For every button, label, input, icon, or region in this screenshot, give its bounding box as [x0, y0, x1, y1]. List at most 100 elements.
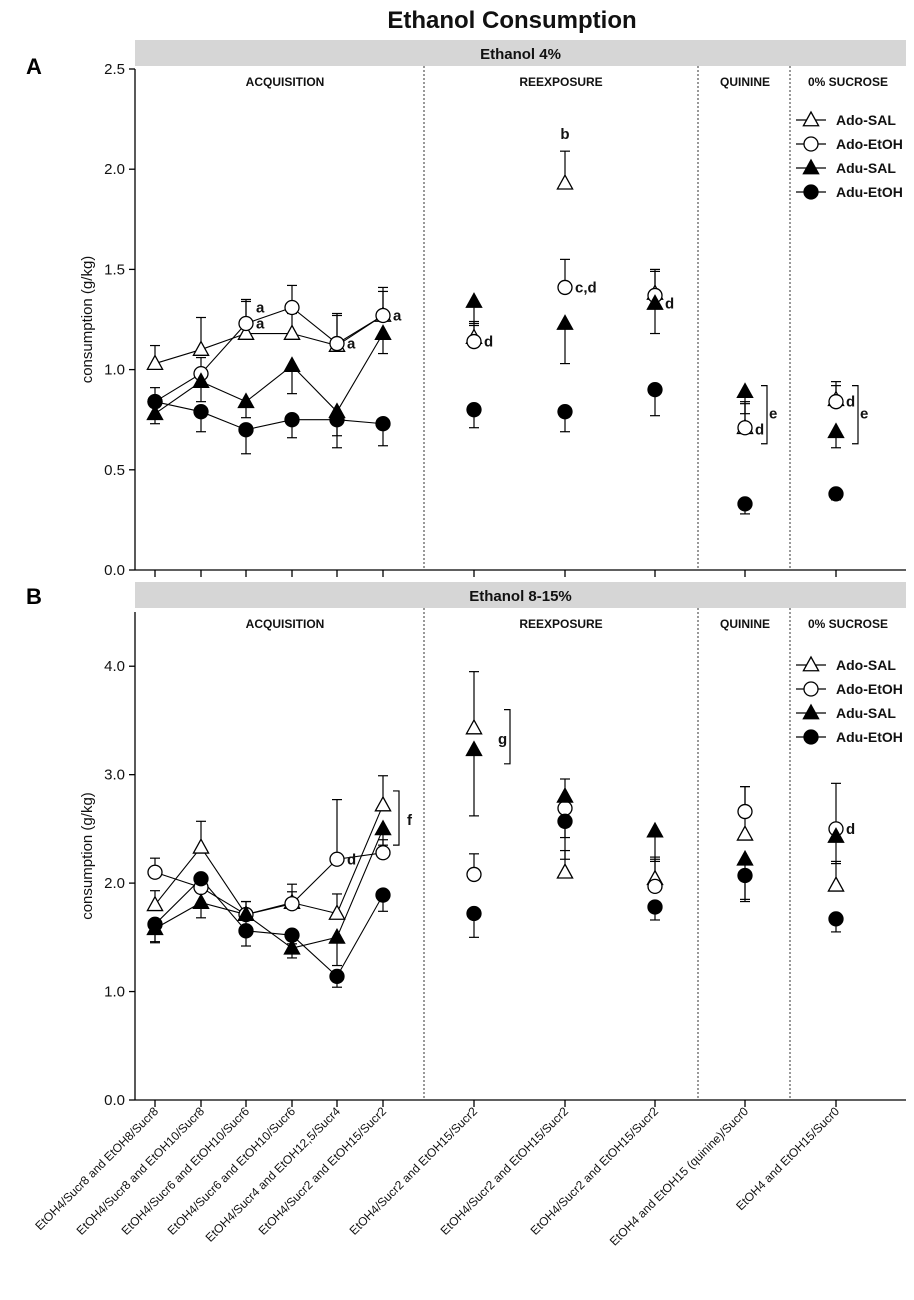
circle-filled-marker — [828, 486, 844, 502]
legend-circle-filled-marker — [803, 184, 819, 200]
circle-open-marker — [737, 803, 753, 820]
y-tick-label: 2.5 — [104, 61, 125, 78]
triangle-filled-marker — [374, 324, 392, 340]
y-tick-label: 0.0 — [104, 562, 125, 579]
significance-letter: a — [347, 336, 356, 353]
circle-filled-marker — [828, 911, 844, 927]
series-line-adu-etoh — [154, 401, 384, 431]
legend-label: Adu-EtOH — [836, 729, 903, 745]
triangle-open-marker — [556, 862, 574, 879]
triangle-filled-marker — [556, 787, 574, 803]
phase-label: QUININE — [720, 617, 770, 631]
significance-letter: c,d — [575, 279, 597, 296]
circle-open-marker — [147, 864, 163, 880]
legend-triangle-open-marker — [802, 110, 820, 127]
significance-letter: d — [846, 394, 855, 411]
circle-filled-marker — [466, 905, 482, 922]
panel-letter: B — [26, 584, 42, 609]
figure-title: Ethanol Consumption — [387, 7, 636, 34]
phase-label: ACQUISITION — [246, 75, 325, 89]
significance-letter: g — [498, 731, 507, 748]
circle-filled-marker — [647, 899, 663, 915]
significance-letter: d — [755, 422, 764, 439]
y-tick-label: 4.0 — [104, 658, 125, 675]
legend-triangle-filled-marker — [802, 158, 820, 175]
triangle-filled-marker — [237, 392, 255, 409]
circle-open-marker — [238, 315, 254, 332]
significance-letter: d — [347, 851, 356, 868]
series-line-ado-etoh — [154, 852, 384, 916]
triangle-open-marker — [146, 895, 164, 912]
circle-filled-marker — [284, 412, 300, 428]
triangle-open-marker — [556, 173, 574, 190]
phase-label: ACQUISITION — [246, 617, 325, 631]
significance-letter: e — [860, 406, 868, 423]
circle-open-marker — [329, 335, 345, 352]
circle-filled-marker — [375, 887, 391, 903]
triangle-filled-marker — [283, 938, 301, 955]
triangle-filled-marker — [556, 314, 574, 330]
legend-circle-filled-marker — [803, 729, 819, 745]
series-line-ado-sal — [154, 315, 384, 365]
legend-label: Ado-EtOH — [836, 681, 903, 697]
circle-filled-marker — [466, 402, 482, 418]
y-tick-label: 1.0 — [104, 984, 125, 1001]
triangle-filled-marker — [192, 893, 210, 910]
significance-letter: b — [560, 126, 569, 143]
circle-filled-marker — [557, 813, 573, 829]
triangle-filled-marker — [465, 740, 483, 757]
legend-label: Ado-SAL — [836, 112, 896, 128]
y-axis-label: consumption (g/kg) — [79, 256, 96, 384]
triangle-filled-marker — [736, 849, 754, 866]
panel-a: A Ethanol 4% ACQUISITION REEXPOSURE QUININE 0… — [26, 40, 906, 579]
phase-label: 0% SUCROSE — [808, 75, 888, 89]
series-line-adu-etoh — [154, 877, 384, 978]
significance-letter: a — [393, 307, 402, 324]
circle-filled-marker — [147, 916, 163, 932]
circle-filled-marker — [147, 394, 163, 410]
significance-letter: e — [769, 406, 777, 423]
significance-bracket — [852, 385, 859, 445]
triangle-open-marker — [736, 824, 754, 841]
y-tick-label: 3.0 — [104, 767, 125, 784]
circle-open-marker — [737, 420, 753, 436]
triangle-open-marker — [283, 324, 301, 340]
significance-bracket — [393, 790, 400, 846]
panel-b: B Ethanol 8-15% ACQUISITION REEXPOSURE QUINI… — [26, 582, 906, 1109]
circle-filled-marker — [329, 412, 345, 428]
circle-filled-marker — [193, 404, 209, 420]
circle-filled-marker — [193, 871, 209, 887]
triangle-open-marker — [146, 354, 164, 370]
significance-letter: d — [484, 334, 493, 351]
circle-open-marker — [647, 878, 663, 895]
triangle-open-marker — [192, 340, 210, 356]
triangle-filled-marker — [827, 422, 845, 439]
circle-open-marker — [557, 800, 573, 816]
triangle-filled-marker — [736, 382, 754, 399]
circle-open-marker — [329, 851, 345, 867]
legend-label: Adu-EtOH — [836, 184, 903, 200]
circle-open-marker — [466, 866, 482, 883]
series-line-ado-etoh — [154, 306, 384, 403]
triangle-open-marker — [374, 795, 392, 812]
circle-open-marker — [284, 896, 300, 912]
circle-filled-marker — [375, 416, 391, 432]
triangle-open-marker — [237, 324, 255, 340]
y-tick-label: 0.5 — [104, 462, 125, 479]
triangle-open-marker — [328, 904, 346, 920]
triangle-filled-marker — [146, 404, 164, 421]
circle-filled-marker — [737, 496, 753, 512]
y-tick-label: 2.0 — [104, 875, 125, 892]
triangle-filled-marker — [374, 819, 392, 836]
legend-label: Adu-SAL — [836, 705, 896, 721]
phase-label: REEXPOSURE — [519, 617, 602, 631]
legend-label: Adu-SAL — [836, 160, 896, 176]
triangle-open-marker — [827, 875, 845, 892]
legend-circle-open-marker — [803, 136, 819, 152]
legend-label: Ado-EtOH — [836, 136, 903, 152]
triangle-filled-marker — [465, 292, 483, 308]
series-line-adu-sal — [154, 828, 384, 949]
y-tick-label: 0.0 — [104, 1092, 125, 1109]
phase-label: 0% SUCROSE — [808, 617, 888, 631]
